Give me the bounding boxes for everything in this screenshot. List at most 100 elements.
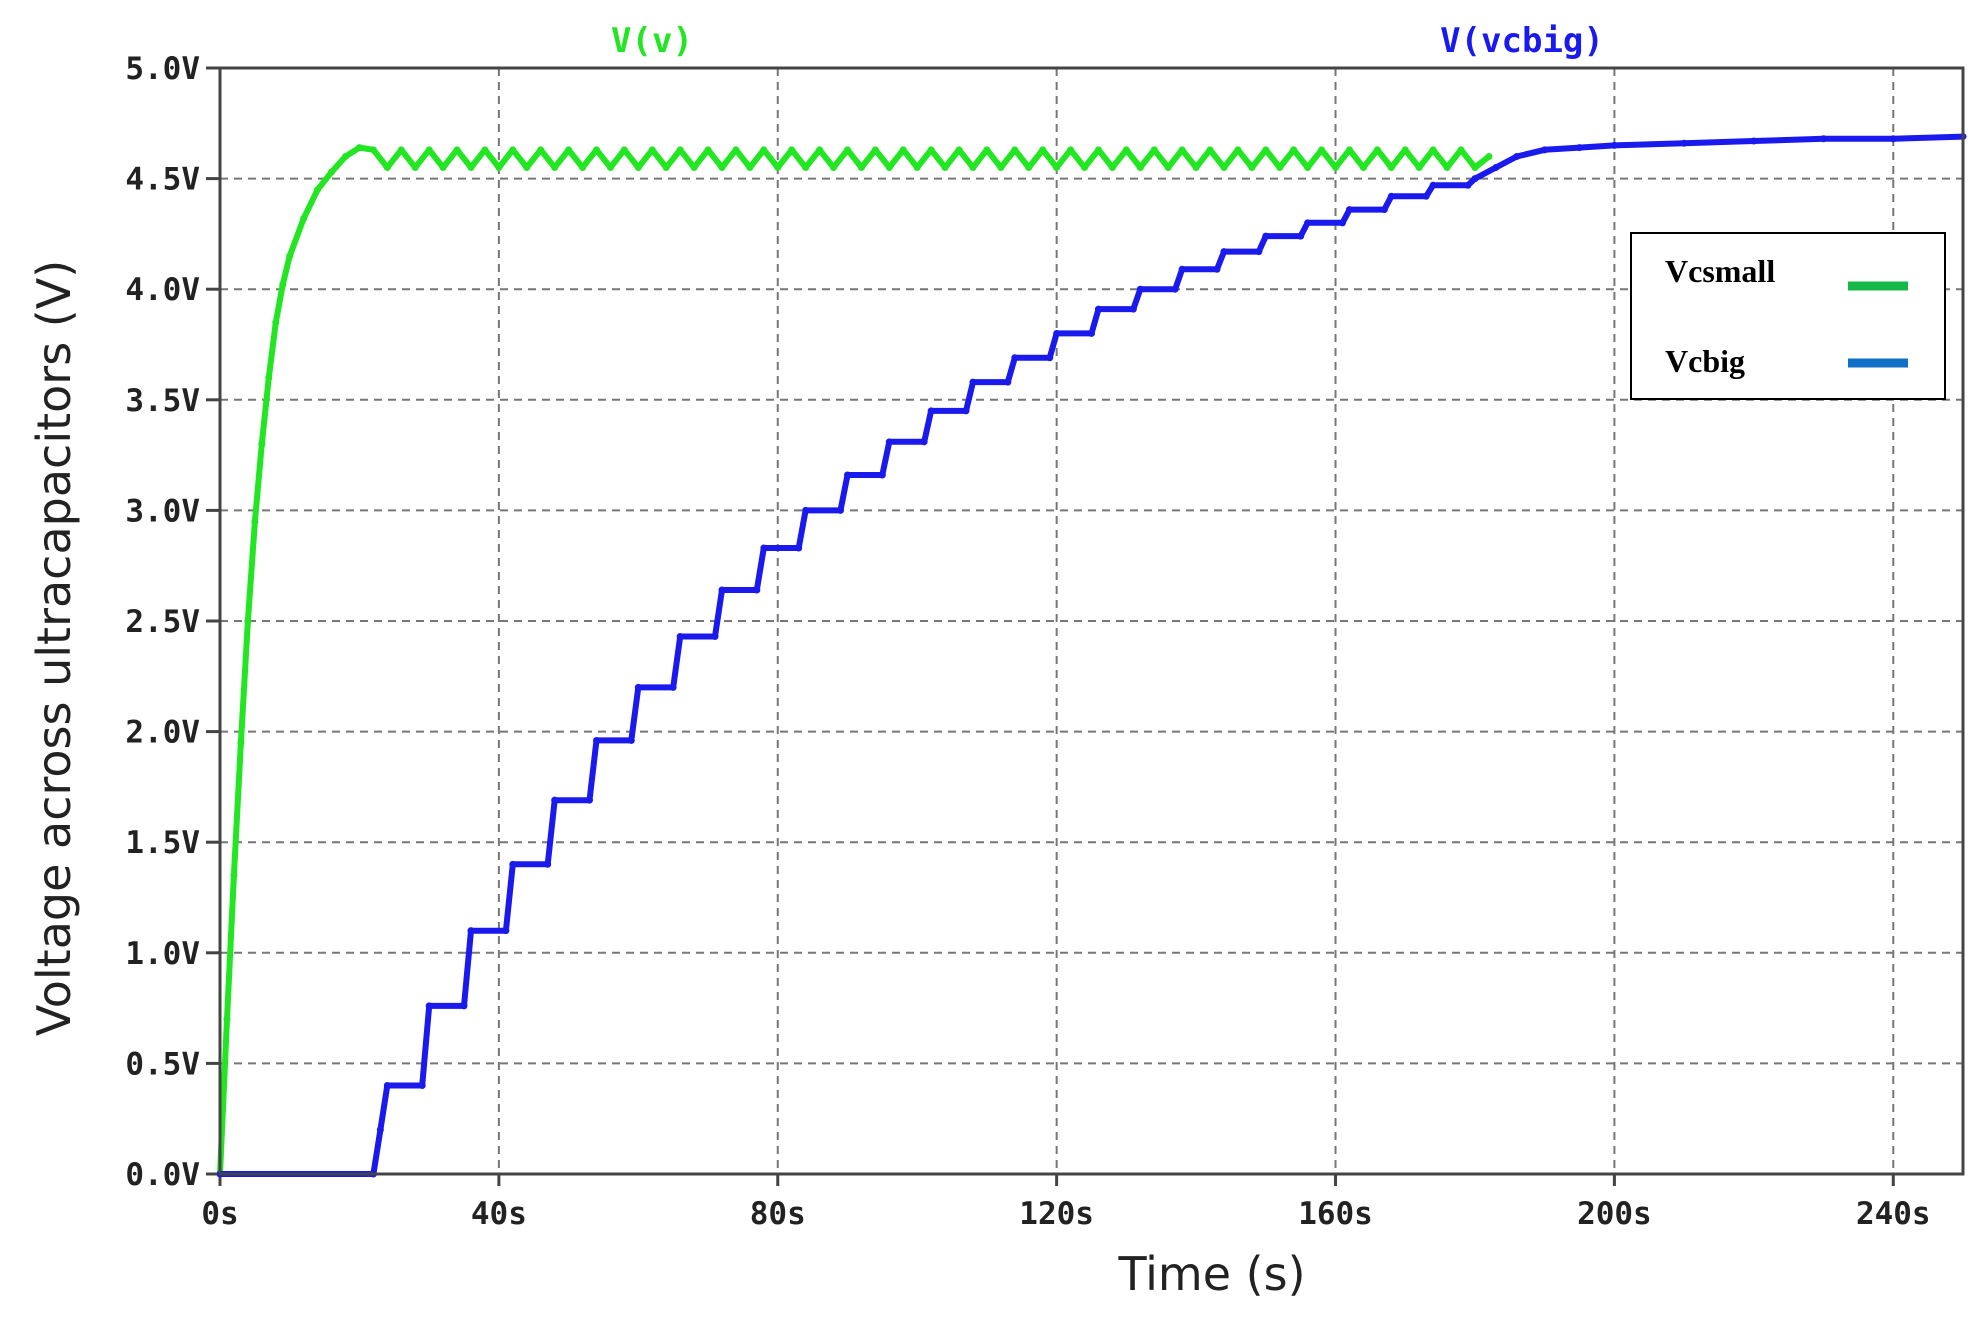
- y-tick-label-1: 0.5V: [125, 1046, 200, 1082]
- data-point-vcsmall-37: [662, 164, 670, 172]
- data-point-vcsmall-86: [1345, 146, 1353, 154]
- data-point-vcbig-63: [1820, 135, 1828, 143]
- data-point-vcbig-31: [969, 378, 977, 386]
- data-point-vcsmall-10: [286, 252, 294, 260]
- data-point-vcsmall-16: [369, 146, 377, 154]
- data-point-vcsmall-18: [397, 146, 405, 154]
- series-points-vcsmall: [216, 144, 1493, 1178]
- data-point-vcsmall-15: [355, 144, 363, 152]
- y-axis-ticks: 0.0V 0.5V 1.0V 1.5V 2.0V 2.5V 3.0V 3.5V 4.0V 4.5V…: [125, 51, 220, 1193]
- data-point-vcsmall-24: [481, 146, 489, 154]
- data-point-vcsmall-58: [955, 146, 963, 154]
- data-point-vcbig-2: [376, 1126, 384, 1134]
- data-point-vcsmall-82: [1290, 146, 1298, 154]
- data-point-vcbig-51: [1387, 192, 1395, 200]
- data-point-vcsmall-77: [1220, 164, 1228, 172]
- series-line-vcsmall: [217, 144, 1492, 1177]
- data-point-vcbig-18: [711, 632, 719, 640]
- data-point-vcsmall-39: [690, 164, 698, 172]
- data-point-vcbig-41: [1178, 265, 1186, 273]
- data-point-vcsmall-92: [1429, 146, 1437, 154]
- x-tick-label-4: 160s: [1298, 1196, 1373, 1232]
- data-point-vcsmall-61: [997, 164, 1005, 172]
- data-point-vcbig-56: [1492, 164, 1500, 172]
- data-point-vcsmall-76: [1206, 146, 1214, 154]
- data-point-vcbig-37: [1094, 305, 1102, 313]
- data-point-vcbig-21: [760, 544, 768, 552]
- data-point-vcsmall-29: [551, 164, 559, 172]
- data-point-vcsmall-45: [774, 164, 782, 172]
- legend-label-vcsmall: Vcsmall: [1665, 253, 1775, 289]
- data-point-vcsmall-44: [760, 146, 768, 154]
- data-point-vcsmall-40: [704, 146, 712, 154]
- x-tick-label-1: 40s: [471, 1196, 527, 1232]
- data-point-vcsmall-25: [495, 164, 503, 172]
- data-point-vcbig-57: [1513, 152, 1521, 160]
- data-point-vcsmall-3: [237, 739, 245, 747]
- data-point-vcsmall-69: [1108, 164, 1116, 172]
- data-point-vcbig-53: [1429, 181, 1437, 189]
- data-point-vcsmall-20: [425, 146, 433, 154]
- data-point-vcsmall-67: [1081, 164, 1089, 172]
- data-point-vcsmall-7: [265, 374, 273, 382]
- data-point-vcbig-45: [1262, 232, 1270, 240]
- series-lines: [216, 133, 1967, 1178]
- data-point-vcbig-13: [592, 736, 600, 744]
- data-point-vcsmall-52: [871, 146, 879, 154]
- data-point-vcsmall-81: [1276, 164, 1284, 172]
- data-point-vcsmall-96: [1485, 152, 1493, 160]
- data-point-vcbig-32: [1004, 378, 1012, 386]
- data-point-vcsmall-2: [230, 871, 238, 879]
- data-point-vcsmall-80: [1262, 146, 1270, 154]
- data-point-vcsmall-64: [1039, 146, 1047, 154]
- data-point-vcsmall-35: [634, 164, 642, 172]
- data-point-vcbig-47: [1304, 219, 1312, 227]
- data-point-vcsmall-5: [251, 517, 259, 525]
- data-point-vcbig-46: [1297, 232, 1305, 240]
- y-tick-label-3: 1.5V: [125, 825, 200, 861]
- data-point-vcsmall-48: [816, 146, 824, 154]
- data-point-vcsmall-68: [1094, 146, 1102, 154]
- legend-box: [1630, 232, 1946, 400]
- data-point-vcsmall-19: [411, 164, 419, 172]
- data-point-vcsmall-59: [969, 164, 977, 172]
- data-point-vcsmall-50: [843, 146, 851, 154]
- data-point-vcbig-48: [1338, 219, 1346, 227]
- legend: Vcsmall Vcbig: [1630, 232, 1946, 400]
- x-tick-label-2: 80s: [750, 1196, 806, 1232]
- data-point-vcsmall-11: [300, 214, 308, 222]
- data-point-vcbig-35: [1053, 329, 1061, 337]
- data-point-vcsmall-41: [718, 164, 726, 172]
- y-tick-label-0: 0.0V: [125, 1157, 200, 1193]
- data-point-vcsmall-51: [857, 164, 865, 172]
- x-tick-label-3: 120s: [1019, 1196, 1094, 1232]
- data-point-vcbig-3: [383, 1082, 391, 1090]
- data-point-vcsmall-28: [537, 146, 545, 154]
- data-point-vcsmall-90: [1401, 146, 1409, 154]
- data-point-vcbig-34: [1046, 354, 1054, 362]
- plot-area-frame: [218, 66, 1965, 1176]
- data-point-vcsmall-73: [1164, 164, 1172, 172]
- data-point-vcbig-7: [467, 927, 475, 935]
- data-point-vcsmall-60: [983, 146, 991, 154]
- data-point-vcsmall-30: [565, 146, 573, 154]
- data-point-vcbig-61: [1680, 139, 1688, 147]
- data-point-vcbig-60: [1610, 141, 1618, 149]
- data-point-vcsmall-13: [328, 168, 336, 176]
- data-point-vcbig-11: [551, 796, 559, 804]
- data-point-vcsmall-32: [592, 146, 600, 154]
- data-point-vcbig-49: [1345, 206, 1353, 214]
- data-point-vcbig-4: [418, 1082, 426, 1090]
- data-point-vcsmall-78: [1234, 146, 1242, 154]
- data-point-vcsmall-83: [1304, 164, 1312, 172]
- data-point-vcsmall-56: [927, 146, 935, 154]
- data-point-vcbig-6: [460, 1002, 468, 1010]
- data-point-vcsmall-85: [1332, 164, 1340, 172]
- data-point-vcsmall-74: [1178, 146, 1186, 154]
- data-point-vcbig-50: [1380, 206, 1388, 214]
- data-point-vcbig-5: [425, 1002, 433, 1010]
- data-point-vcsmall-43: [746, 164, 754, 172]
- data-point-vcbig-26: [878, 471, 886, 479]
- data-point-vcsmall-6: [258, 440, 266, 448]
